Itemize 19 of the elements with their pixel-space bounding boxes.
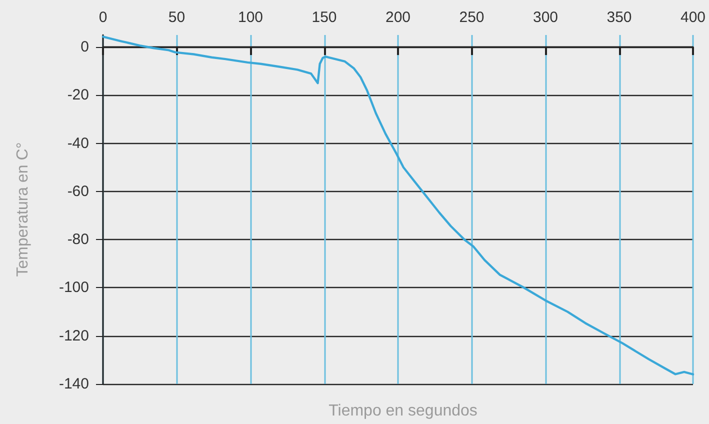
x-axis-title: Tiempo en segundos	[328, 402, 478, 420]
y-tick-label: -60	[67, 182, 89, 200]
x-tick-label: 300	[532, 9, 558, 26]
y-tick-label: -20	[67, 86, 89, 104]
y-tick-label: -40	[67, 134, 89, 152]
x-tick-label: 400	[680, 9, 706, 26]
x-tick-label: 250	[459, 9, 484, 26]
y-tick-label: -140	[58, 376, 89, 392]
y-tick-label: 0	[80, 38, 89, 56]
y-axis-title: Temperatura en C°	[14, 142, 32, 277]
x-tick-label: 0	[98, 9, 108, 26]
y-tick-label: -80	[67, 231, 89, 248]
x-tick-label: 150	[312, 9, 337, 26]
x-tick-label: 100	[238, 9, 264, 26]
x-tick-label: 200	[385, 9, 411, 26]
x-tick-label: 350	[606, 9, 632, 26]
y-tick-label: -120	[58, 327, 89, 344]
y-tick-label: -100	[58, 279, 89, 296]
x-tick-label: 50	[168, 9, 186, 26]
